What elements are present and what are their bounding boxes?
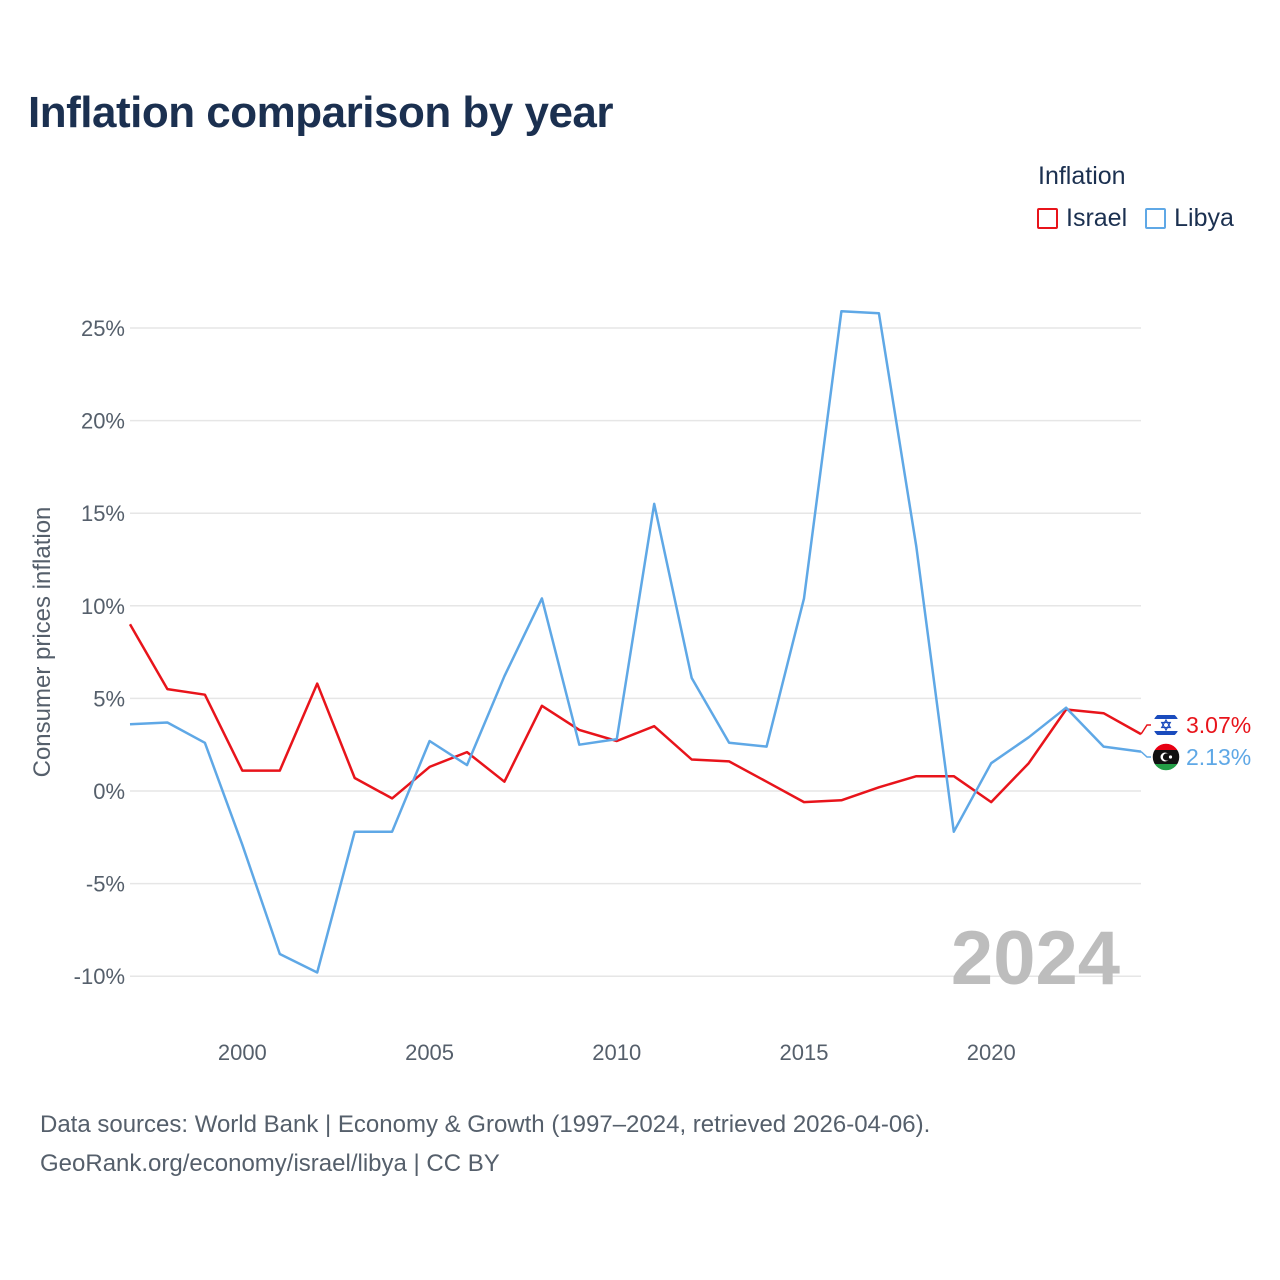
end-value-label-israel: 3.07%: [1186, 712, 1251, 738]
y-tick-label: 25%: [81, 316, 125, 341]
y-tick-label: -10%: [74, 964, 125, 989]
end-labels: 3.07% 2.13%: [1140, 710, 1251, 772]
footer-url[interactable]: GeoRank.org/economy/israel/libya | CC BY: [40, 1150, 500, 1177]
legend-item-israel[interactable]: Israel: [1037, 204, 1127, 233]
y-axis-title: Consumer prices inflation: [29, 507, 56, 778]
series-lines: [128, 310, 1142, 974]
y-tick-label: 20%: [81, 409, 125, 434]
end-connector-israel: [1140, 724, 1151, 735]
y-tick-label: -5%: [86, 872, 125, 897]
libya-flag-icon: [1151, 742, 1181, 772]
x-tick-label: 2000: [218, 1040, 267, 1065]
legend-swatch-israel: [1037, 208, 1058, 229]
x-tick-label: 2010: [592, 1040, 641, 1065]
legend: Israel Libya: [1037, 204, 1252, 233]
x-tick-label: 2015: [780, 1040, 829, 1065]
y-tick-label: 0%: [93, 779, 125, 804]
footer-sources: Data sources: World Bank | Economy & Gro…: [40, 1111, 931, 1138]
series-line-israel[interactable]: [128, 623, 1142, 804]
gridlines: [130, 327, 1141, 977]
x-tick-label: 2005: [405, 1040, 454, 1065]
legend-swatch-libya: [1145, 208, 1167, 229]
end-connector-libya: [1140, 750, 1151, 758]
y-axis-ticks: -10% -5% 0% 5% 10% 15% 20% 25%: [74, 316, 125, 989]
y-tick-label: 5%: [93, 686, 125, 711]
footer: Data sources: World Bank | Economy & Gro…: [40, 1105, 930, 1183]
y-tick-label: 10%: [81, 594, 125, 619]
series-line-libya[interactable]: [129, 310, 1142, 974]
israel-flag-icon: [1151, 710, 1181, 740]
legend-item-libya[interactable]: Libya: [1145, 204, 1234, 233]
legend-label-libya: Libya: [1174, 204, 1234, 232]
year-watermark: 2024: [951, 916, 1120, 1001]
legend-label-israel: Israel: [1066, 204, 1128, 232]
y-tick-label: 15%: [81, 501, 125, 526]
legend-title: Inflation: [1038, 162, 1126, 190]
x-axis-ticks: 2000 2005 2010 2015 2020: [218, 1040, 1016, 1065]
chart-title: Inflation comparison by year: [28, 88, 614, 137]
x-tick-label: 2020: [967, 1040, 1016, 1065]
end-value-label-libya: 2.13%: [1186, 744, 1251, 770]
